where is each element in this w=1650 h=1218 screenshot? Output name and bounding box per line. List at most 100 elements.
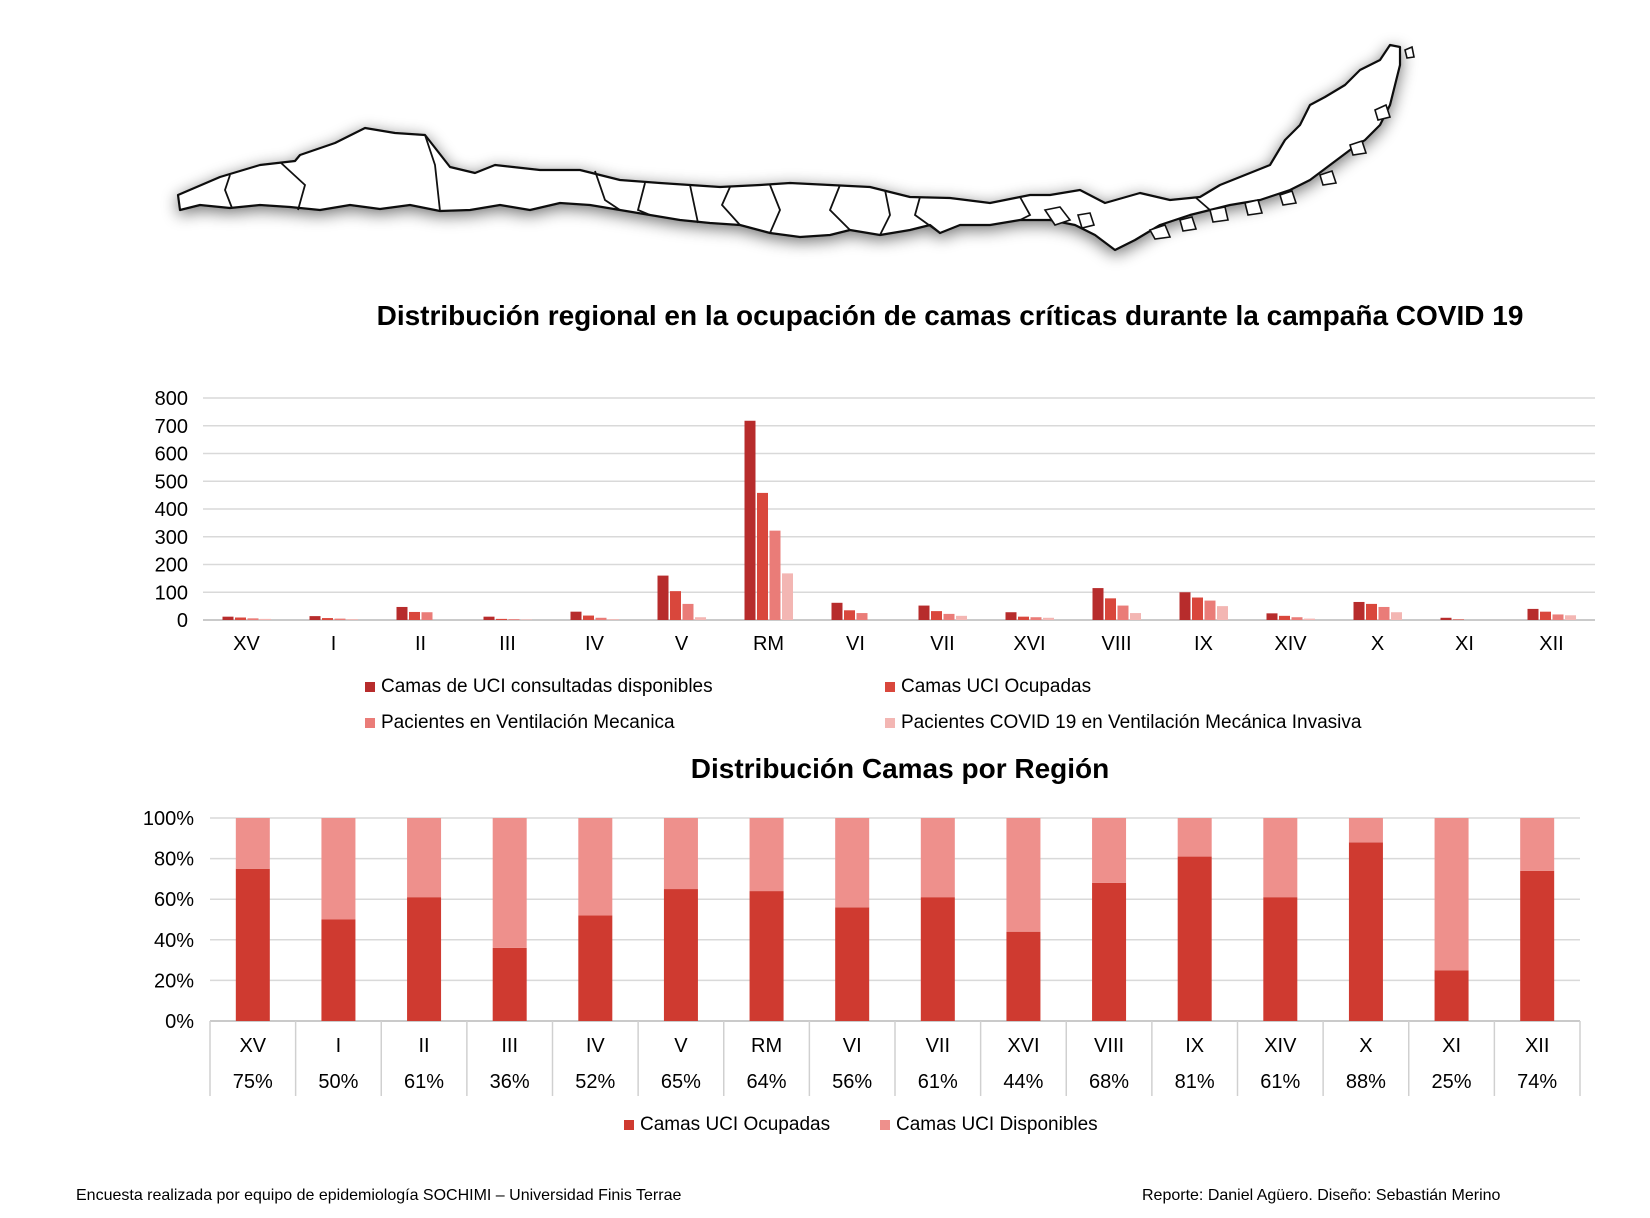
- x-tick-label: XI: [1442, 1035, 1461, 1057]
- y-tick-label: 0: [177, 610, 188, 632]
- bar-XIV-series-4: [1304, 618, 1315, 620]
- legend-label: Camas de UCI consultadas disponibles: [381, 676, 713, 697]
- bar-RM-series-1: [744, 420, 756, 620]
- bar-I-disponibles: [321, 818, 356, 920]
- bar-I-series-1: [309, 616, 321, 620]
- bar-IV-series-3: [595, 617, 607, 620]
- chart2-legend-item-2: Camas UCI Disponibles: [880, 1114, 1098, 1136]
- x-tick-label: IV: [586, 1035, 606, 1057]
- bar-IX-series-1: [1179, 592, 1191, 620]
- bar-XVI-series-1: [1005, 612, 1017, 620]
- bar-VII-series-1: [918, 605, 930, 620]
- table-value-label: 44%: [1003, 1071, 1043, 1093]
- bar-II-series-3: [421, 612, 433, 620]
- bar-IX-series-3: [1204, 600, 1216, 620]
- bar-RM-series-3: [769, 530, 781, 620]
- table-value-label: 25%: [1432, 1071, 1472, 1093]
- bar-VII-ocupadas: [920, 897, 955, 1021]
- bar-RM-series-4: [782, 573, 793, 620]
- bar-XV-ocupadas: [235, 868, 270, 1021]
- x-tick-label: I: [331, 633, 337, 655]
- bar-X-series-1: [1353, 601, 1365, 620]
- bar-XI-series-1: [1440, 617, 1452, 620]
- bar-VIII-series-1: [1092, 588, 1104, 620]
- table-value-label: 75%: [233, 1071, 273, 1093]
- bar-XII-series-1: [1527, 608, 1539, 620]
- legend-label: Pacientes COVID 19 en Ventilación Mecáni…: [901, 712, 1362, 733]
- bar-XIV-disponibles: [1263, 818, 1298, 898]
- chart1-legend-item-2: Camas UCI Ocupadas: [885, 676, 1091, 698]
- bar-IV-series-1: [570, 611, 582, 620]
- table-value-label: 36%: [490, 1071, 530, 1093]
- x-tick-label: V: [675, 633, 689, 655]
- legend-swatch: [885, 682, 895, 692]
- bar-III-series-2: [496, 618, 507, 620]
- x-tick-label: XVI: [1013, 633, 1045, 655]
- bar-XVI-series-2: [1018, 616, 1029, 620]
- bar-RM-ocupadas: [749, 891, 784, 1021]
- x-tick-label: VIII: [1101, 633, 1131, 655]
- bar-X-series-3: [1378, 606, 1390, 620]
- bar-VI-series-1: [831, 602, 843, 620]
- bar-III-series-4: [521, 619, 532, 620]
- bar-XII-disponibles: [1520, 818, 1555, 871]
- bar-XII-series-2: [1540, 611, 1551, 620]
- bar-XI-disponibles: [1434, 818, 1469, 971]
- x-tick-label: IX: [1194, 633, 1213, 655]
- bar-XVI-ocupadas: [1006, 931, 1041, 1021]
- bar-XII-series-3: [1552, 614, 1564, 620]
- x-tick-label: XI: [1455, 633, 1474, 655]
- bar-VIII-series-2: [1105, 598, 1116, 620]
- bar-XI-series-2: [1453, 619, 1464, 620]
- bar-V-disponibles: [663, 818, 698, 890]
- bar-I-series-4: [347, 619, 358, 620]
- x-tick-label: III: [499, 633, 516, 655]
- x-tick-label: VI: [846, 633, 865, 655]
- y-tick-label: 400: [155, 499, 188, 521]
- bar-X-disponibles: [1348, 818, 1383, 843]
- table-value-label: 61%: [918, 1071, 958, 1093]
- bar-XII-series-4: [1565, 615, 1576, 620]
- bar-X-series-2: [1366, 603, 1377, 620]
- bar-XIV-series-2: [1279, 615, 1290, 620]
- bar-VII-disponibles: [920, 818, 955, 898]
- bar-VI-series-3: [856, 613, 868, 620]
- y-tick-label: 60%: [154, 889, 194, 911]
- table-value-label: 68%: [1089, 1071, 1129, 1093]
- bar-IX-ocupadas: [1177, 856, 1212, 1021]
- bar-VIII-ocupadas: [1092, 882, 1127, 1021]
- chile-regions-map-icon: [176, 43, 1415, 252]
- bar-XV-series-2: [235, 617, 246, 620]
- bar-IX-series-2: [1192, 597, 1203, 620]
- bar-XII-ocupadas: [1520, 870, 1555, 1021]
- legend-swatch: [880, 1120, 890, 1130]
- legend-label: Camas UCI Ocupadas: [640, 1114, 831, 1135]
- bar-IX-disponibles: [1177, 818, 1212, 857]
- x-tick-label: IV: [585, 633, 605, 655]
- bar-II-disponibles: [407, 818, 442, 898]
- x-tick-label: V: [674, 1035, 688, 1057]
- legend-swatch: [365, 682, 375, 692]
- x-tick-label: XII: [1539, 633, 1563, 655]
- x-tick-label: X: [1371, 633, 1384, 655]
- bar-II-ocupadas: [407, 897, 442, 1021]
- bar-III-series-1: [483, 616, 495, 620]
- bar-RM-disponibles: [749, 818, 784, 892]
- footer-credits: Reporte: Daniel Agüero. Diseño: Sebastiá…: [1142, 1187, 1501, 1204]
- bar-V-series-3: [682, 603, 694, 620]
- bar-II-series-1: [396, 606, 408, 620]
- legend-swatch: [624, 1120, 634, 1130]
- x-tick-label: VII: [926, 1035, 950, 1057]
- x-tick-label: XV: [239, 1035, 266, 1057]
- bar-XV-disponibles: [235, 818, 270, 869]
- bar-XV-series-3: [247, 618, 259, 620]
- y-tick-label: 0%: [165, 1011, 194, 1033]
- table-value-label: 56%: [832, 1071, 872, 1093]
- bar-V-ocupadas: [663, 889, 698, 1021]
- bar-VII-series-4: [956, 615, 967, 620]
- bar-VIII-series-3: [1117, 605, 1129, 620]
- bar-VI-series-2: [844, 610, 855, 620]
- bar-IV-series-4: [608, 619, 619, 620]
- legend-swatch: [365, 718, 375, 728]
